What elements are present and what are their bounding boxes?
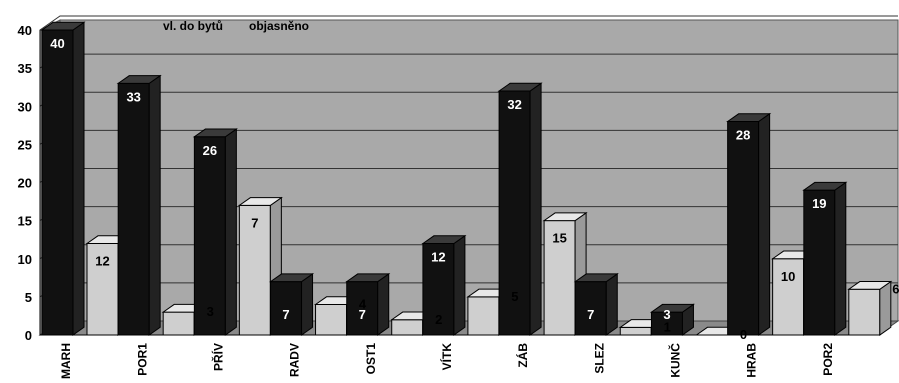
y-tick-label: 35 bbox=[18, 61, 32, 76]
bar-front bbox=[467, 296, 500, 336]
data-label-HRAB-series-1: 28 bbox=[736, 128, 750, 143]
y-tick-label: 0 bbox=[25, 328, 32, 343]
legend-series-1: vl. do bytů bbox=[163, 19, 223, 33]
x-tick-label: OST1 bbox=[364, 343, 378, 375]
bar-side bbox=[72, 21, 85, 336]
y-tick-label: 10 bbox=[18, 252, 32, 267]
bar-ZÁB-series-1 bbox=[497, 82, 543, 336]
data-label-MARH-series-1: 40 bbox=[50, 36, 64, 51]
x-tick-label: RADV bbox=[288, 343, 302, 377]
data-label-ZÁB-series-1: 32 bbox=[507, 97, 521, 112]
bar-side bbox=[224, 128, 237, 336]
data-label-KUNČ-series-1: 3 bbox=[663, 307, 670, 322]
data-label-POR1-series-1: 33 bbox=[126, 89, 140, 104]
bar-front bbox=[391, 319, 424, 336]
y-tick-label: 30 bbox=[18, 99, 32, 114]
y-tick-label: 5 bbox=[25, 290, 32, 305]
gridline bbox=[39, 15, 898, 31]
bar-top bbox=[192, 128, 238, 138]
bar-SLEZ-series-1 bbox=[573, 272, 619, 336]
bar-top bbox=[726, 113, 772, 122]
bar-top bbox=[847, 281, 893, 290]
bar-PŘÍV-series-1 bbox=[192, 128, 238, 336]
bar-top bbox=[542, 212, 588, 222]
data-label-PŘÍV-series-1: 26 bbox=[203, 143, 217, 158]
bar-POR2-series-2 bbox=[847, 280, 893, 336]
y-tick-label: 40 bbox=[18, 23, 32, 38]
y-axis: 0 5 10 15 20 25 30 35 40 bbox=[18, 23, 41, 343]
bar-top bbox=[497, 82, 543, 92]
bar-top bbox=[345, 273, 391, 283]
x-tick-label: POR1 bbox=[135, 343, 149, 376]
bar-side bbox=[301, 272, 314, 336]
data-label-SLEZ-series-2: 1 bbox=[664, 319, 671, 334]
data-label-OST1-series-1: 7 bbox=[359, 307, 366, 322]
y-tick-label: 15 bbox=[18, 214, 32, 229]
data-label-POR2-series-1: 19 bbox=[812, 196, 826, 211]
bar-HRAB-series-1 bbox=[726, 112, 772, 336]
bar-side bbox=[834, 181, 847, 336]
bar-side bbox=[879, 280, 892, 336]
bar-top bbox=[237, 197, 283, 206]
bars bbox=[40, 21, 893, 336]
x-tick-label: KUNČ bbox=[668, 343, 683, 378]
bar-front bbox=[41, 29, 74, 336]
bar-front bbox=[619, 326, 652, 336]
data-label-PŘÍV-series-2: 7 bbox=[251, 215, 258, 230]
bar-front bbox=[803, 189, 836, 336]
data-label-VÍTK-series-1: 12 bbox=[431, 250, 445, 265]
x-tick-label: SLEZ bbox=[592, 343, 606, 374]
bar-VÍTK-series-1 bbox=[421, 234, 467, 336]
bar-top bbox=[116, 75, 162, 84]
bar-POR1-series-1 bbox=[116, 74, 162, 336]
bar-RADV-series-1 bbox=[268, 272, 315, 336]
x-tick-label: MARH bbox=[59, 343, 73, 379]
x-tick-label: POR2 bbox=[821, 343, 835, 376]
bar-side bbox=[529, 82, 542, 336]
y-tick-label: 25 bbox=[18, 137, 32, 152]
bar-top bbox=[40, 21, 86, 31]
x-tick-label: PŘÍV bbox=[210, 343, 225, 371]
data-label-POR1-series-2: 3 bbox=[207, 304, 214, 319]
bar-POR2-series-1 bbox=[802, 181, 848, 336]
y-tick-label: 20 bbox=[18, 176, 32, 191]
x-tick-label: ZÁB bbox=[515, 343, 530, 368]
bar-front bbox=[727, 121, 760, 336]
bar-top bbox=[802, 181, 848, 191]
data-label-ZÁB-series-2: 15 bbox=[552, 231, 566, 246]
bar-front bbox=[848, 288, 881, 336]
bar-top bbox=[421, 235, 467, 244]
x-tick-label: HRAB bbox=[745, 343, 759, 378]
bar-side bbox=[605, 272, 618, 336]
x-axis: MARH POR1 PŘÍV RADV OST1 VÍTK ZÁB SLEZ KUNČ HRAB P… bbox=[40, 334, 878, 379]
bar-front bbox=[315, 304, 348, 336]
bar-side bbox=[758, 112, 771, 336]
data-label-POR2-series-2: 6 bbox=[892, 281, 899, 296]
bar-side bbox=[377, 272, 390, 336]
data-label-RADV-series-2: 4 bbox=[359, 297, 367, 312]
data-label-HRAB-series-2: 10 bbox=[781, 269, 795, 284]
bar-side bbox=[148, 74, 161, 336]
bar-OST1-series-1 bbox=[345, 272, 391, 336]
legend-series-2: objasněno bbox=[249, 19, 309, 33]
bar-top bbox=[573, 273, 619, 283]
bar-side bbox=[453, 234, 466, 336]
bar-MARH-series-1 bbox=[40, 21, 86, 336]
data-label-RADV-series-1: 7 bbox=[282, 307, 289, 322]
bar-top bbox=[268, 273, 315, 283]
x-tick-label: VÍTK bbox=[439, 343, 454, 371]
data-label-VÍTK-series-2: 5 bbox=[511, 289, 518, 304]
data-label-SLEZ-series-1: 7 bbox=[587, 307, 594, 322]
bar-front bbox=[117, 82, 150, 336]
bar-front bbox=[162, 311, 195, 336]
legend: vl. do bytů objasněno bbox=[163, 19, 309, 33]
data-label-MARH-series-2: 12 bbox=[95, 254, 109, 269]
data-label-OST1-series-2: 2 bbox=[435, 312, 442, 327]
bar-top bbox=[649, 303, 696, 313]
bar-KUNČ-series-1 bbox=[649, 303, 696, 336]
